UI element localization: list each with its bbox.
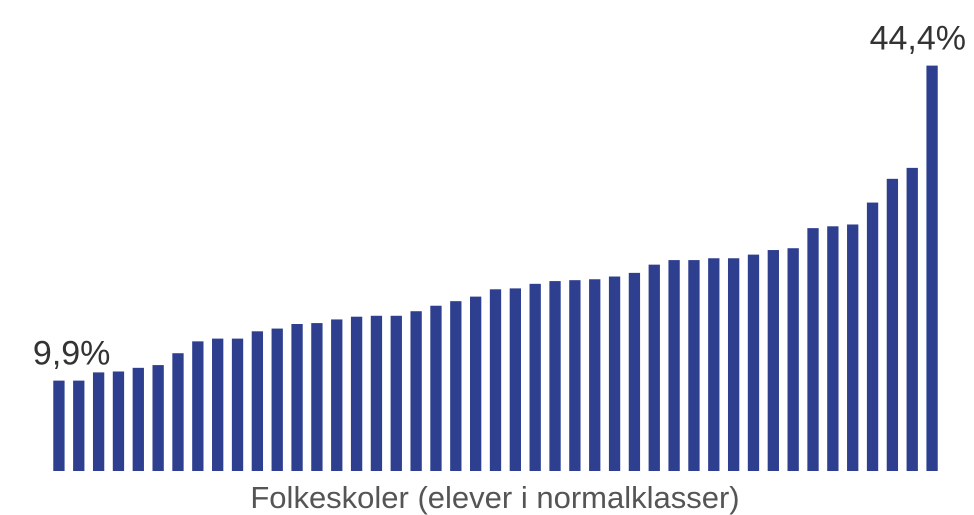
bar-44 bbox=[906, 167, 918, 471]
bar-32 bbox=[668, 260, 680, 471]
bar-3 bbox=[92, 372, 105, 471]
bar-14 bbox=[311, 323, 323, 471]
bar-19 bbox=[410, 311, 422, 471]
bar-20 bbox=[430, 305, 442, 471]
bar-8 bbox=[192, 341, 204, 471]
bar-11 bbox=[251, 331, 264, 471]
bar-13 bbox=[291, 324, 303, 471]
bar-31 bbox=[648, 264, 660, 471]
bar-38 bbox=[787, 248, 799, 471]
data-label-1: 9,9% bbox=[33, 335, 111, 373]
bar-30 bbox=[628, 272, 641, 471]
bar-43 bbox=[886, 178, 899, 471]
bar-18 bbox=[390, 315, 402, 471]
bar-10 bbox=[231, 338, 244, 471]
bar-16 bbox=[350, 316, 363, 471]
bar-21 bbox=[450, 301, 462, 471]
bar-5 bbox=[132, 367, 144, 471]
bar-2 bbox=[73, 380, 85, 471]
bar-1 bbox=[53, 380, 65, 471]
bar-4 bbox=[112, 371, 125, 471]
bar-12 bbox=[271, 328, 283, 471]
bar-34 bbox=[708, 258, 720, 471]
data-label-45: 44,4% bbox=[870, 20, 966, 58]
x-axis-label: Folkeskoler (elever i normalklasser) bbox=[250, 480, 739, 515]
bar-24 bbox=[509, 288, 521, 471]
bar-42 bbox=[866, 202, 879, 471]
bar-26 bbox=[549, 281, 561, 471]
bars-group bbox=[53, 65, 938, 472]
bar-9 bbox=[212, 338, 224, 471]
bar-27 bbox=[569, 280, 581, 471]
bar-17 bbox=[370, 315, 383, 471]
bar-7 bbox=[172, 353, 184, 471]
bar-28 bbox=[589, 279, 601, 471]
data-labels-group: 9,9% 44,4% bbox=[33, 20, 966, 373]
bar-45 bbox=[926, 65, 938, 472]
bar-41 bbox=[847, 224, 859, 471]
bar-25 bbox=[529, 283, 541, 471]
bar-15 bbox=[331, 319, 343, 471]
bar-29 bbox=[608, 276, 621, 471]
bar-39 bbox=[807, 228, 819, 471]
bar-35 bbox=[727, 258, 740, 471]
bar-22 bbox=[470, 296, 482, 471]
bar-37 bbox=[767, 250, 779, 471]
bar-6 bbox=[152, 365, 164, 471]
bar-33 bbox=[688, 260, 700, 471]
bar-40 bbox=[827, 226, 839, 471]
bar-23 bbox=[489, 289, 502, 471]
bar-36 bbox=[747, 254, 760, 471]
